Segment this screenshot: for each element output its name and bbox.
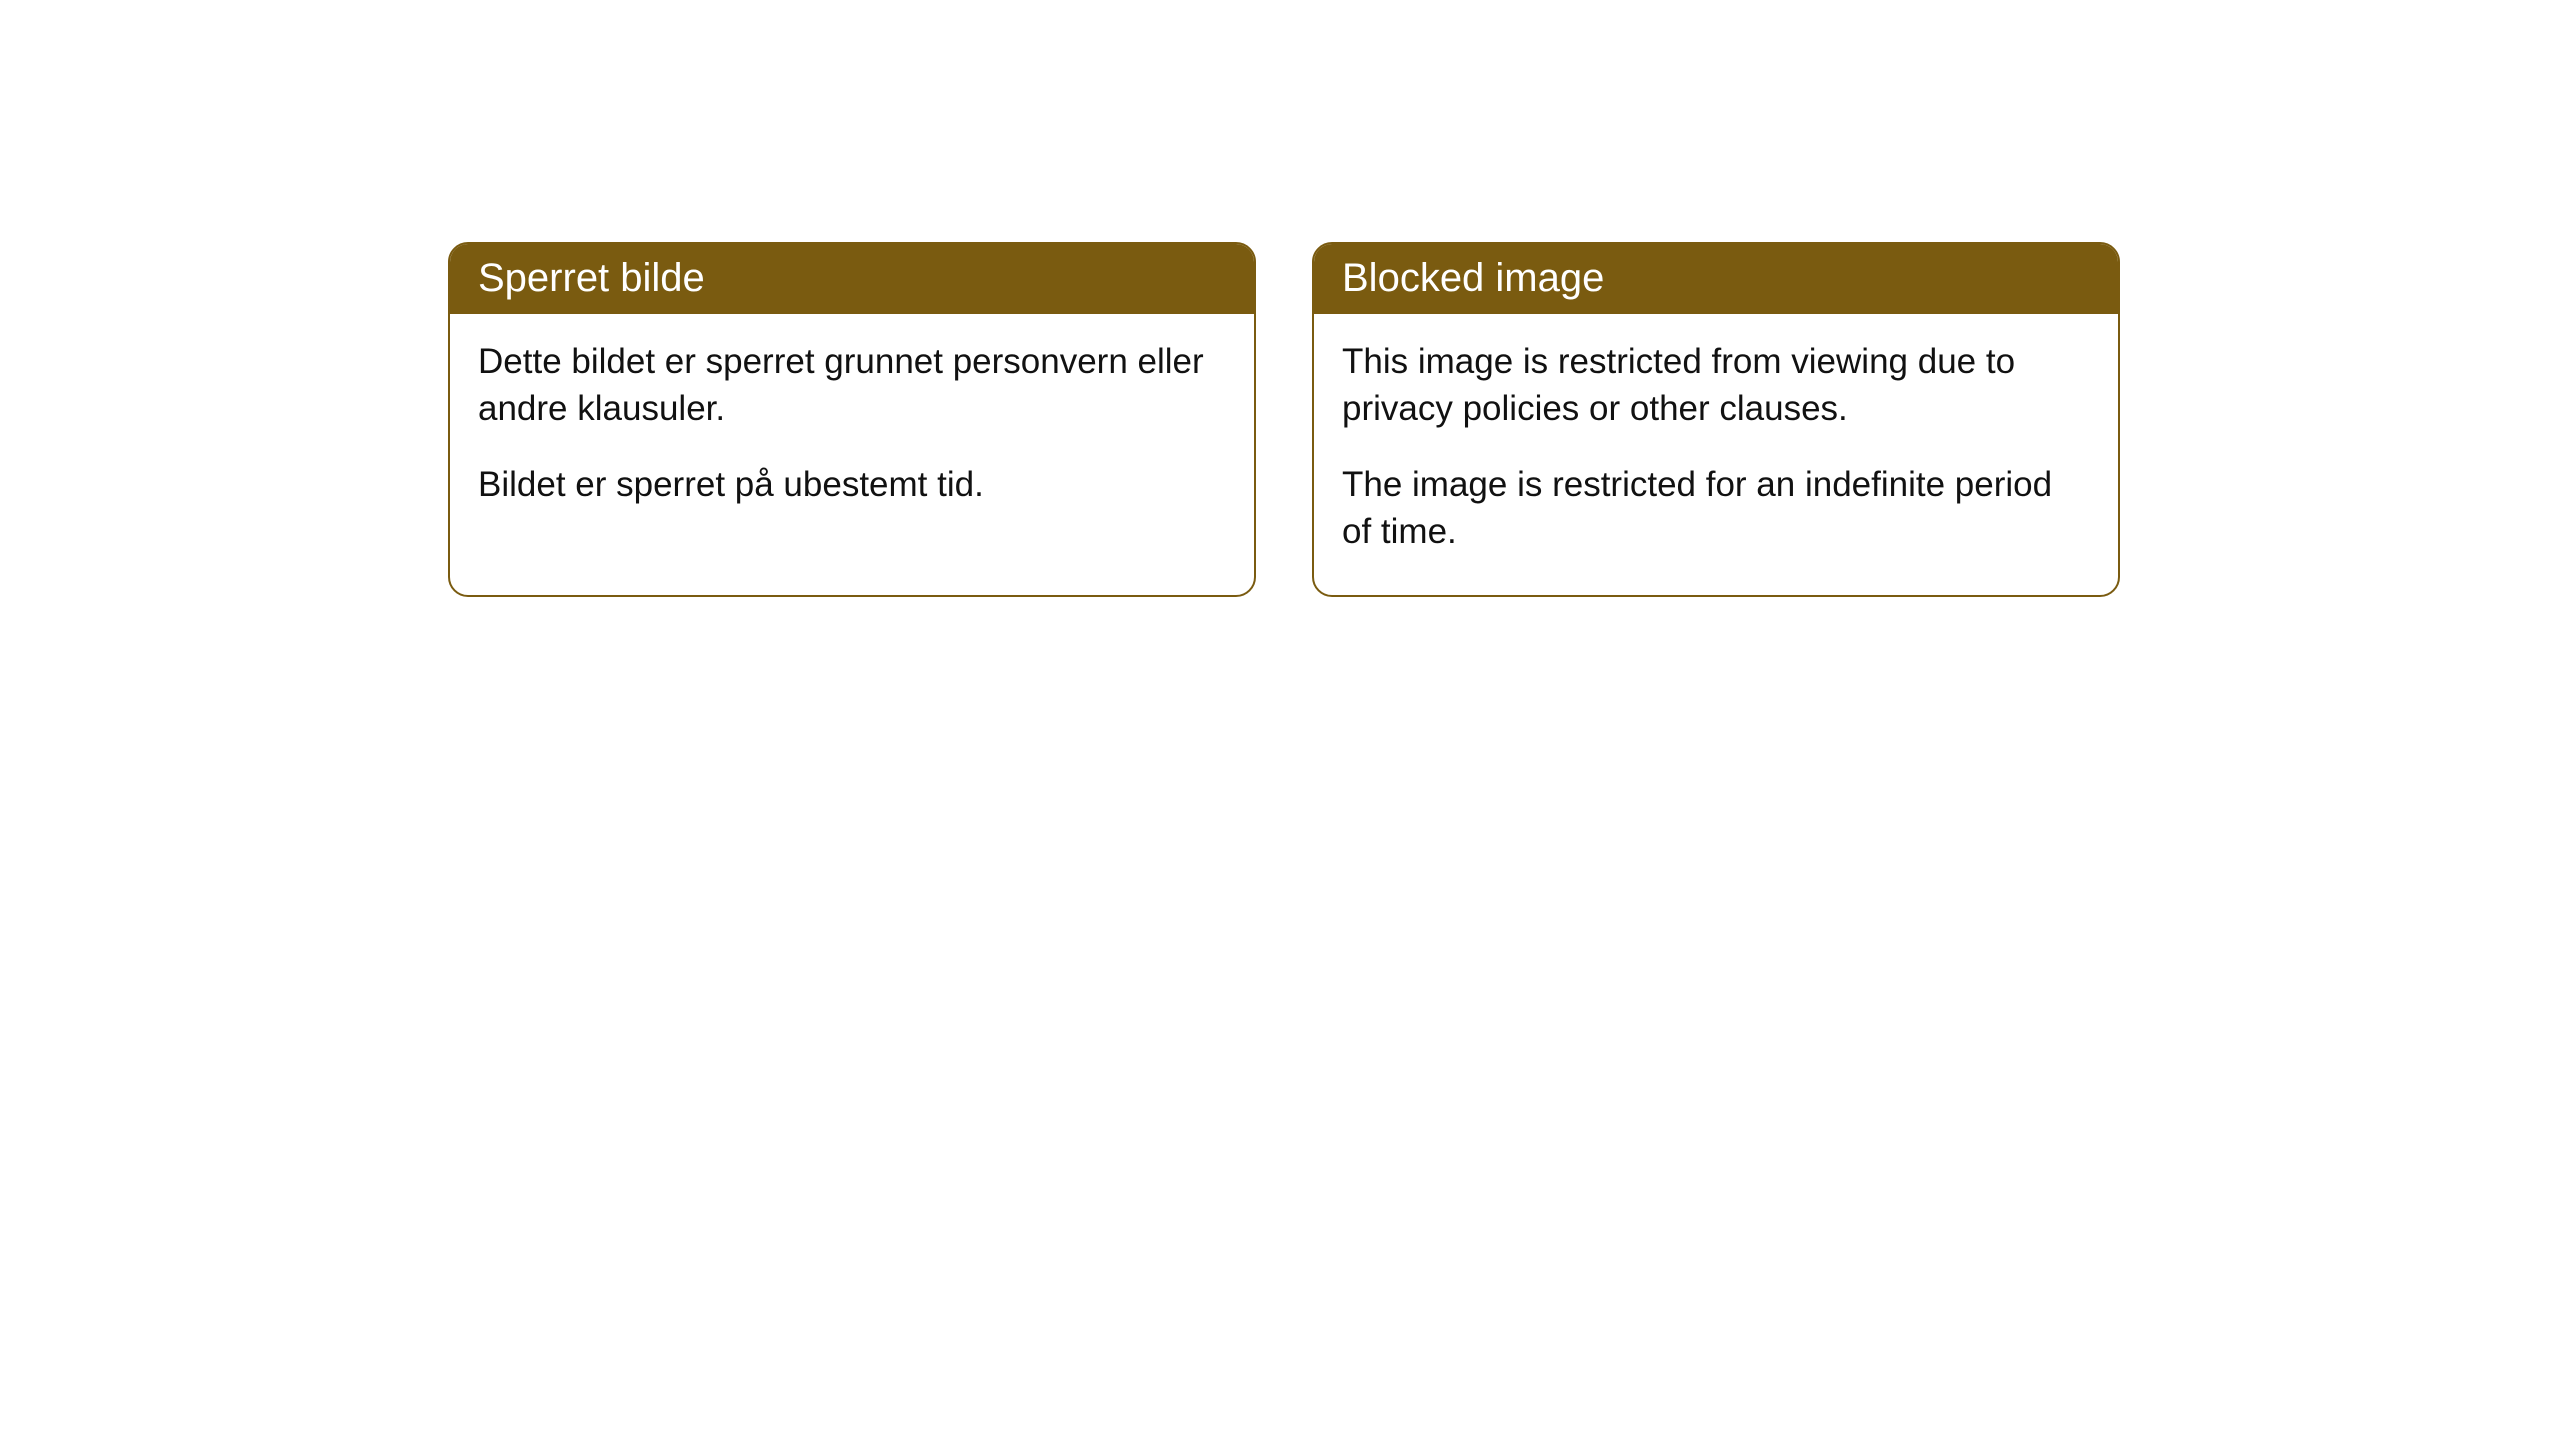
card-paragraph-1: Dette bildet er sperret grunnet personve…	[478, 338, 1226, 433]
card-header: Blocked image	[1314, 244, 2118, 314]
blocked-image-card-norwegian: Sperret bilde Dette bildet er sperret gr…	[448, 242, 1256, 597]
cards-container: Sperret bilde Dette bildet er sperret gr…	[0, 0, 2560, 597]
card-paragraph-2: Bildet er sperret på ubestemt tid.	[478, 461, 1226, 508]
blocked-image-card-english: Blocked image This image is restricted f…	[1312, 242, 2120, 597]
card-body: Dette bildet er sperret grunnet personve…	[450, 314, 1254, 548]
card-header: Sperret bilde	[450, 244, 1254, 314]
card-paragraph-2: The image is restricted for an indefinit…	[1342, 461, 2090, 556]
card-paragraph-1: This image is restricted from viewing du…	[1342, 338, 2090, 433]
card-body: This image is restricted from viewing du…	[1314, 314, 2118, 595]
